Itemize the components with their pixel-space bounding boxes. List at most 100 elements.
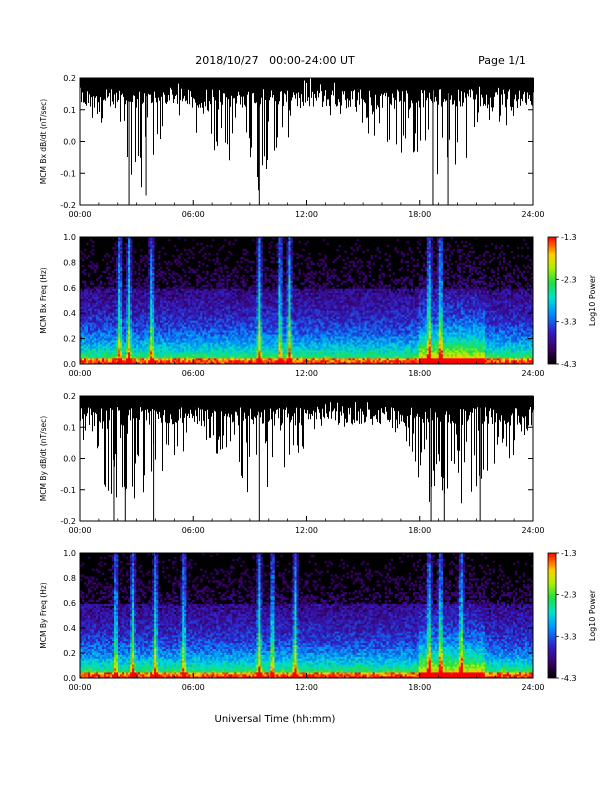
spectrogram-cell bbox=[172, 324, 174, 326]
spectrogram-cell bbox=[176, 354, 178, 356]
spectrogram-cell bbox=[82, 342, 84, 344]
spectrogram-cell bbox=[182, 334, 184, 336]
spectrogram-cell bbox=[140, 259, 142, 261]
spectrogram-cell bbox=[150, 261, 152, 263]
spectrogram-cell bbox=[198, 308, 200, 310]
spectrogram-cell bbox=[160, 326, 162, 328]
spectrogram-cell bbox=[100, 336, 102, 338]
spectrogram-cell bbox=[168, 344, 170, 346]
spectrogram-cell bbox=[172, 328, 174, 330]
spectrogram-cell bbox=[188, 312, 190, 314]
spectrogram-cell bbox=[106, 316, 108, 318]
spectrogram-cell bbox=[120, 257, 122, 259]
spectrogram-cell bbox=[138, 302, 140, 304]
spectrogram-cell bbox=[142, 344, 144, 346]
spectrogram-cell bbox=[134, 304, 136, 306]
spectrogram-cell bbox=[138, 354, 140, 356]
spectrogram-cell bbox=[174, 328, 176, 330]
spectrogram-cell bbox=[128, 318, 130, 320]
spectrogram-cell bbox=[88, 342, 90, 344]
spectrogram-cell bbox=[94, 346, 96, 348]
spectrogram-cell bbox=[94, 338, 96, 340]
spectrogram-cell bbox=[196, 340, 198, 342]
spectrogram-cell bbox=[150, 354, 152, 356]
spectrogram-cell bbox=[178, 320, 180, 322]
spectrogram-cell bbox=[88, 299, 90, 301]
spectrogram-cell bbox=[142, 316, 144, 318]
spectrogram-cell bbox=[110, 310, 112, 312]
spectrogram-cell bbox=[120, 334, 122, 336]
spectrogram-cell bbox=[82, 314, 84, 316]
spectrogram-cell bbox=[124, 291, 126, 293]
spectrogram-cell bbox=[132, 312, 134, 314]
spectrogram-cell bbox=[146, 285, 148, 287]
spectrogram-cell bbox=[144, 346, 146, 348]
spectrogram-cell bbox=[164, 350, 166, 352]
spectrogram-cell bbox=[152, 269, 154, 271]
spectrogram-cell bbox=[126, 283, 128, 285]
spectrogram-cell bbox=[196, 304, 198, 306]
spectrogram-cell bbox=[172, 310, 174, 312]
spectrogram-cell bbox=[152, 251, 154, 253]
spectrogram-cell bbox=[116, 281, 118, 283]
spectrogram-cell bbox=[192, 324, 194, 326]
spectrogram-cell bbox=[168, 346, 170, 348]
spectrogram-cell bbox=[146, 308, 148, 310]
spectrogram-cell bbox=[136, 344, 138, 346]
spectrogram-cell bbox=[150, 259, 152, 261]
spectrogram-cell bbox=[162, 301, 164, 303]
spectrogram-cell bbox=[194, 297, 196, 299]
spectrogram-cell bbox=[122, 306, 124, 308]
spectrogram-cell bbox=[82, 354, 84, 356]
spectrogram-cell bbox=[192, 271, 194, 273]
spectrogram-cell bbox=[84, 308, 86, 310]
spectrogram-cell bbox=[120, 281, 122, 283]
spectrogram-cell bbox=[174, 326, 176, 328]
spectrogram-cell bbox=[128, 293, 130, 295]
spectrogram-cell bbox=[94, 295, 96, 297]
spectrogram-cell bbox=[130, 332, 132, 334]
spectrogram-cell bbox=[110, 360, 112, 362]
spectrogram-cell bbox=[180, 306, 182, 308]
spectrogram-cell bbox=[94, 297, 96, 299]
spectrogram-cell bbox=[122, 350, 124, 352]
spectrogram-cell bbox=[110, 334, 112, 336]
spectrogram-cell bbox=[192, 289, 194, 291]
y-tick-label: -0.1 bbox=[60, 169, 76, 178]
spectrogram-cell bbox=[128, 261, 130, 263]
spectrogram-cell bbox=[118, 338, 120, 340]
spectrogram-cell bbox=[192, 291, 194, 293]
spectrogram-cell bbox=[128, 340, 130, 342]
spectrogram-cell bbox=[176, 285, 178, 287]
spectrogram-cell bbox=[190, 304, 192, 306]
spectrogram-cell bbox=[120, 320, 122, 322]
spectrogram-cell bbox=[150, 310, 152, 312]
spectrogram-cell bbox=[154, 302, 156, 304]
spectrogram-cell bbox=[148, 358, 150, 360]
spectrogram-cell bbox=[116, 336, 118, 338]
spectrogram-cell bbox=[150, 334, 152, 336]
spectrogram-cell bbox=[142, 338, 144, 340]
spectrogram-cell bbox=[166, 302, 168, 304]
spectrogram-cell bbox=[138, 283, 140, 285]
spectrogram-cell bbox=[134, 352, 136, 354]
spectrogram-cell bbox=[140, 261, 142, 263]
spectrogram-cell bbox=[150, 293, 152, 295]
spectrogram-cell bbox=[190, 289, 192, 291]
spectrogram-cell bbox=[158, 279, 160, 281]
spectrogram-cell bbox=[100, 289, 102, 291]
spectrogram-cell bbox=[150, 336, 152, 338]
spectrogram-cell bbox=[160, 342, 162, 344]
spectrogram-cell bbox=[156, 328, 158, 330]
spectrogram-cell bbox=[98, 350, 100, 352]
spectrogram-cell bbox=[82, 302, 84, 304]
spectrogram-cell bbox=[110, 320, 112, 322]
spectrogram-cell bbox=[136, 352, 138, 354]
spectrogram-cell bbox=[164, 356, 166, 358]
spectrogram-cell bbox=[110, 328, 112, 330]
spectrogram-cell bbox=[102, 306, 104, 308]
spectrogram-cell bbox=[100, 301, 102, 303]
spectrogram-cell bbox=[90, 356, 92, 358]
spectrogram-cell bbox=[88, 334, 90, 336]
spectrogram-cell bbox=[114, 326, 116, 328]
